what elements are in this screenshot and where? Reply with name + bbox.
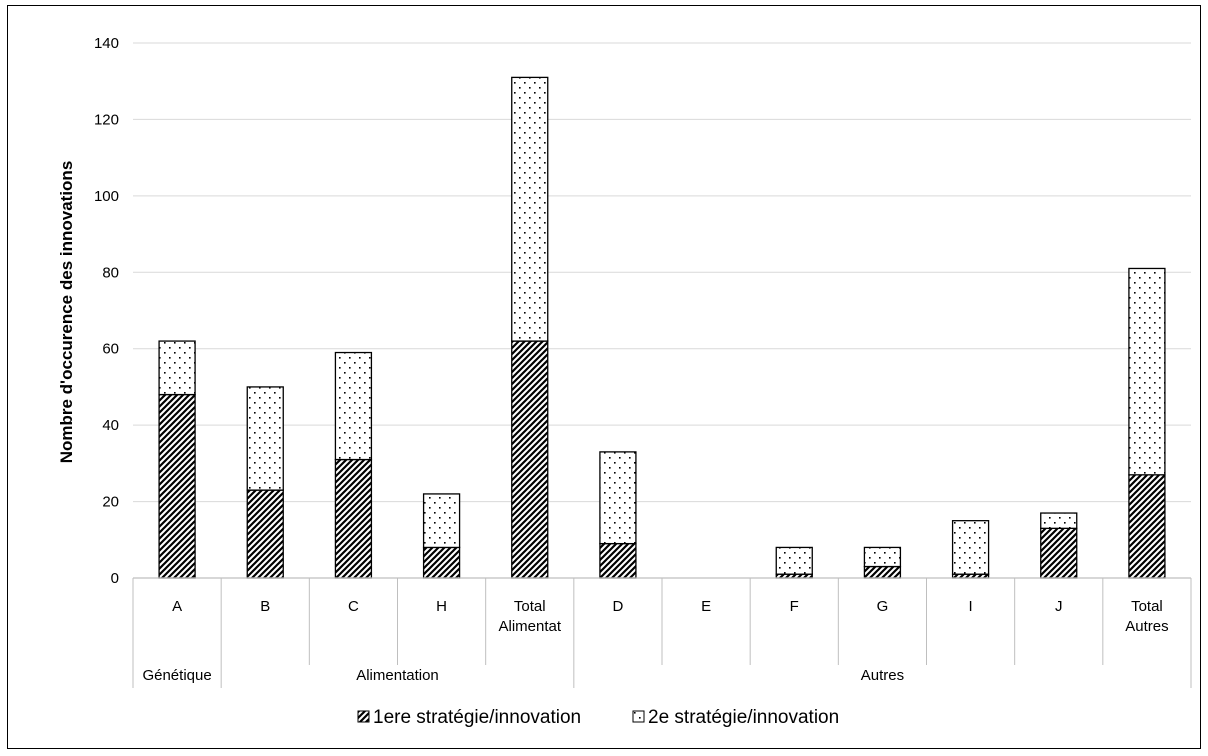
- y-tick-label: 120: [94, 111, 119, 128]
- x-category-label: Autres: [1125, 618, 1168, 635]
- x-group-label: Autres: [861, 667, 904, 684]
- x-category-label: D: [612, 598, 623, 615]
- x-category-label: E: [701, 598, 711, 615]
- legend-swatch-series-1: [357, 710, 370, 723]
- x-category-label: G: [877, 598, 889, 615]
- x-category-label: Alimentat: [498, 618, 561, 635]
- bar-segment-series-1: [511, 340, 549, 579]
- y-tick-label: 40: [102, 417, 119, 434]
- bar-segment-series-2: [863, 546, 902, 568]
- x-group-label: Génétique: [142, 667, 211, 684]
- x-category-label: I: [968, 598, 972, 615]
- x-axis: [132, 577, 1192, 688]
- bar-segment-series-2: [246, 386, 284, 491]
- bar-segment-series-2: [951, 520, 990, 575]
- bar-segment-series-2: [511, 76, 549, 342]
- y-axis-title: Nombre d'occurence des innovations: [57, 161, 76, 464]
- bar-segment-series-1: [246, 489, 284, 579]
- x-category-label: Total: [514, 598, 546, 615]
- bar-segment-series-1: [1040, 527, 1078, 579]
- y-tick-label: 20: [102, 494, 119, 511]
- x-category-label: C: [348, 598, 359, 615]
- x-category-label: Total: [1131, 598, 1163, 615]
- y-tick-label: 60: [102, 341, 119, 358]
- bar-segment-series-2: [1128, 267, 1166, 476]
- y-tick-label: 140: [94, 35, 119, 52]
- bar-segment-series-2: [599, 451, 637, 545]
- stacked-bar-chart: 0 20 40 60 80 100 120 140 A B C H Total Alimentat D E F…: [57, 35, 1192, 728]
- bar-segment-series-1: [863, 565, 902, 579]
- legend-label-series-1: 1ere stratégie/innovation: [373, 707, 581, 728]
- bar-segment-series-2: [334, 351, 373, 461]
- bars: [158, 76, 1166, 579]
- bar-segment-series-2: [1040, 512, 1078, 529]
- y-tick-label: 100: [94, 188, 119, 205]
- y-axis-ticks: 0 20 40 60 80 100 120 140: [94, 35, 119, 587]
- category-labels: A B C H Total Alimentat D E F G I J Total Autres: [172, 598, 1169, 635]
- legend-label-series-2: 2e stratégie/innovation: [648, 707, 839, 728]
- x-group-label: Alimentation: [356, 667, 439, 684]
- y-tick-label: 0: [111, 570, 119, 587]
- bar-segment-series-2: [422, 493, 461, 549]
- bar-segment-series-1: [158, 393, 196, 579]
- chart-frame: 0 20 40 60 80 100 120 140 A B C H Total Alimentat D E F…: [7, 5, 1201, 749]
- x-category-label: H: [436, 598, 447, 615]
- gridlines: [133, 42, 1191, 503]
- group-labels: Génétique Alimentation Autres: [142, 667, 904, 684]
- legend-swatch-series-2: [632, 710, 645, 723]
- bar-segment-series-1: [1128, 474, 1166, 579]
- legend: 1ere stratégie/innovation 2e stratégie/i…: [357, 707, 839, 728]
- bar-segment-series-2: [158, 340, 196, 396]
- x-category-label: B: [260, 598, 270, 615]
- x-category-label: J: [1055, 598, 1063, 615]
- bar-segment-series-1: [599, 542, 637, 579]
- x-category-label: F: [790, 598, 799, 615]
- bar-segment-series-1: [334, 458, 373, 579]
- bar-segment-series-1: [422, 546, 461, 579]
- x-category-label: A: [172, 598, 182, 615]
- y-tick-label: 80: [102, 264, 119, 281]
- bar-segment-series-2: [775, 546, 813, 575]
